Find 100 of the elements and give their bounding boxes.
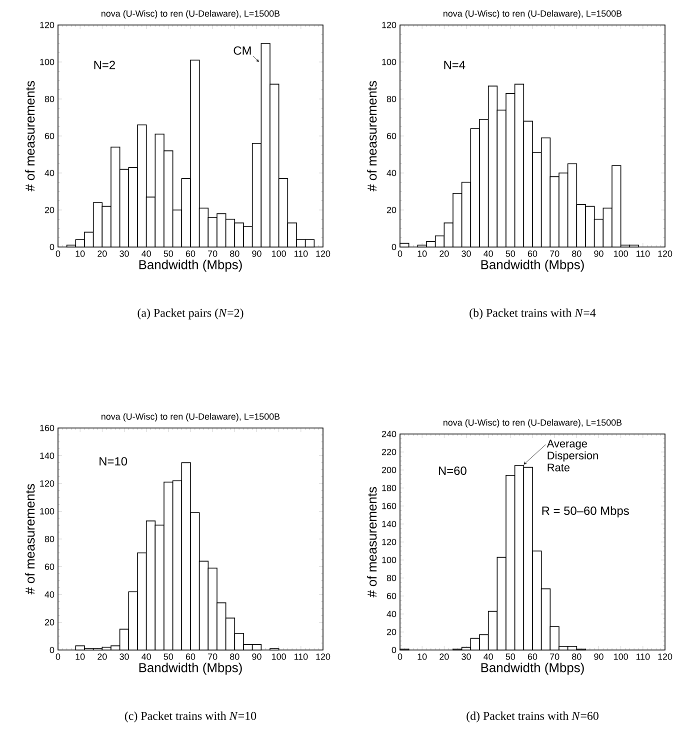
y-tick-label: 100 [382, 58, 396, 66]
y-tick-label: 0 [392, 244, 396, 250]
y-axis-title: # of measurements [367, 81, 377, 192]
y-tick-label: 100 [382, 556, 396, 564]
x-tick-label: 120 [316, 250, 330, 257]
text: (b) Packet trains with N=4 [470, 308, 596, 320]
chart-title: nova (U-Wisc) to ren (U-Delaware), L=1500B [444, 419, 622, 428]
x-tick-label: 60 [186, 654, 196, 660]
y-tick-label: 120 [40, 480, 54, 487]
x-tick-label: 0 [398, 654, 402, 660]
x-tick-label: 30 [462, 250, 471, 257]
text: (a) Packet pairs (N=2) [138, 308, 244, 320]
x-tick-label: 100 [272, 654, 286, 660]
y-tick-label: 120 [382, 22, 396, 28]
x-tick-label: 20 [440, 654, 449, 660]
x-tick-label: 40 [484, 654, 493, 660]
y-tick-label: 20 [386, 206, 396, 214]
y-tick-label: 220 [382, 448, 396, 456]
y-tick-label: 120 [40, 22, 54, 28]
y-tick-label: 120 [382, 538, 396, 546]
chart-title: nova (U-Wisc) to ren (U-Delaware), L=1500B [444, 10, 622, 18]
x-tick-label: 80 [572, 654, 582, 660]
x-tick-label: 60 [528, 654, 538, 660]
y-tick-label: 160 [40, 424, 54, 432]
y-tick-label: 20 [44, 619, 54, 626]
x-tick-label: 50 [164, 654, 174, 660]
y-tick-label: 80 [386, 574, 396, 582]
x-tick-label: 10 [76, 250, 85, 257]
x-tick-label: 0 [398, 250, 402, 257]
x-tick-label: 50 [506, 250, 516, 257]
y-tick-label: 0 [392, 646, 396, 654]
annotation: CM [234, 46, 251, 55]
x-tick-label: 80 [230, 654, 240, 660]
y-tick-label: 180 [382, 484, 396, 492]
y-tick-label: 0 [50, 646, 54, 654]
y-tick-label: 140 [382, 520, 396, 528]
y-tick-label: 20 [386, 628, 396, 636]
x-tick-label: 10 [418, 654, 427, 660]
y-tick-label: 40 [44, 170, 54, 176]
y-tick-label: 240 [382, 430, 396, 438]
x-tick-label: 110 [636, 250, 650, 257]
y-axis-title: # of measurements [25, 81, 35, 192]
y-tick-label: 100 [40, 508, 54, 514]
x-axis-title: Bandwidth (Mbps) [481, 260, 584, 272]
x-tick-label: 110 [294, 654, 308, 660]
x-tick-label: 80 [230, 250, 240, 257]
annotation: N=60 [438, 466, 466, 475]
x-tick-label: 110 [636, 654, 650, 660]
x-tick-label: 70 [208, 654, 218, 660]
y-tick-label: 60 [386, 592, 396, 600]
x-tick-label: 20 [98, 654, 107, 660]
x-tick-label: 60 [528, 250, 538, 257]
x-tick-label: 100 [614, 250, 628, 257]
annotation: R = 50–60 Mbps [542, 506, 629, 518]
x-tick-label: 50 [506, 654, 516, 660]
x-tick-label: 100 [614, 654, 628, 660]
chart-title: nova (U-Wisc) to ren (U-Delaware), L=1500B [102, 10, 280, 18]
y-axis-title: # of measurements [25, 484, 35, 594]
y-tick-label: 20 [44, 206, 54, 214]
x-tick-label: 120 [658, 250, 672, 257]
x-tick-label: 0 [56, 250, 60, 257]
y-tick-label: 40 [386, 170, 396, 176]
x-tick-label: 30 [120, 250, 129, 257]
x-tick-label: 70 [208, 250, 218, 257]
y-tick-label: 0 [50, 244, 54, 250]
x-tick-label: 10 [418, 250, 427, 257]
y-tick-label: 60 [44, 564, 54, 570]
x-axis-title: Bandwidth (Mbps) [481, 662, 584, 675]
x-tick-label: 110 [294, 250, 308, 257]
x-tick-label: 80 [572, 250, 582, 257]
x-tick-label: 70 [550, 250, 560, 257]
x-tick-label: 70 [550, 654, 560, 660]
x-tick-label: 90 [594, 250, 604, 257]
chart-title: nova (U-Wisc) to ren (U-Delaware), L=1500B [102, 413, 280, 422]
annotation: N=10 [100, 457, 128, 466]
y-tick-label: 140 [40, 452, 54, 459]
x-tick-label: 40 [142, 250, 151, 257]
y-tick-label: 40 [44, 591, 54, 598]
x-tick-label: 30 [462, 654, 471, 660]
x-tick-label: 30 [120, 654, 129, 660]
annotation: N=2 [94, 60, 115, 70]
x-tick-label: 10 [76, 654, 85, 660]
x-tick-label: 20 [440, 250, 449, 257]
y-axis-title: # of measurements [367, 487, 377, 598]
x-tick-label: 60 [186, 250, 196, 257]
x-tick-label: 120 [316, 654, 330, 660]
x-tick-label: 90 [594, 654, 604, 660]
y-tick-label: 160 [382, 502, 396, 510]
text: (c) Packet trains with N=10 [124, 712, 256, 722]
x-axis-title: Bandwidth (Mbps) [139, 260, 242, 272]
y-tick-label: 80 [386, 96, 396, 102]
x-tick-label: 20 [98, 250, 107, 257]
annotation: N=4 [444, 60, 466, 70]
x-tick-label: 120 [658, 654, 672, 660]
x-axis-title: Bandwidth (Mbps) [139, 662, 242, 675]
annotation: Average Dispersion Rate [546, 440, 598, 472]
y-tick-label: 80 [44, 536, 54, 542]
y-tick-label: 60 [44, 132, 54, 140]
y-tick-label: 60 [386, 132, 396, 140]
y-tick-label: 80 [44, 96, 54, 102]
